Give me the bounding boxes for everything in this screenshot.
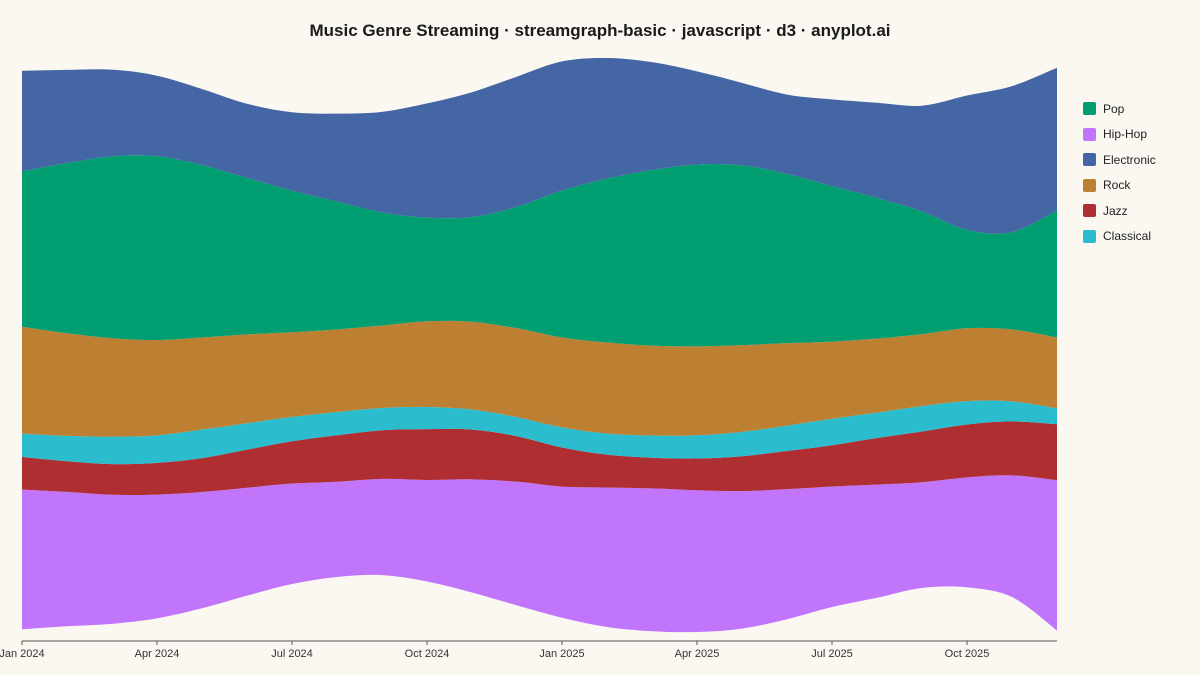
legend-label: Pop bbox=[1103, 101, 1125, 116]
legend-swatch bbox=[1083, 153, 1096, 167]
legend-label: Classical bbox=[1103, 229, 1152, 244]
stream-layer-classical bbox=[22, 400, 1057, 465]
legend-item-pop: Pop bbox=[1083, 96, 1156, 122]
stream-layer-electronic bbox=[22, 57, 1057, 234]
legend-swatch bbox=[1083, 127, 1096, 141]
x-tick-label: Apr 2025 bbox=[675, 648, 720, 660]
legend-item-hip-hop: Hip-Hop bbox=[1083, 122, 1156, 148]
legend-swatch bbox=[1083, 229, 1096, 243]
legend-swatch bbox=[1083, 102, 1096, 116]
x-tick-label: Jul 2025 bbox=[811, 648, 853, 660]
stream-layer-rock bbox=[22, 320, 1057, 437]
legend-label: Rock bbox=[1103, 178, 1131, 193]
legend: Pop Hip-Hop Electronic Rock Jazz Classical bbox=[1083, 96, 1156, 249]
x-axis: Jan 2024 Apr 2024 Jul 2024 Oct 2024 Jan 2025… bbox=[0, 640, 1057, 660]
x-tick-label: Oct 2025 bbox=[945, 648, 990, 660]
legend-item-electronic: Electronic bbox=[1083, 147, 1156, 173]
legend-swatch bbox=[1083, 204, 1096, 218]
stream-layer-pop bbox=[22, 155, 1057, 347]
legend-label: Electronic bbox=[1103, 152, 1156, 167]
legend-item-jazz: Jazz bbox=[1083, 198, 1156, 224]
stream-layer-jazz bbox=[22, 421, 1057, 496]
legend-swatch bbox=[1083, 178, 1096, 192]
legend-label: Jazz bbox=[1103, 203, 1128, 218]
x-tick-label: Jan 2025 bbox=[539, 648, 584, 660]
legend-item-classical: Classical bbox=[1083, 224, 1156, 250]
stream-layer-hip-hop bbox=[22, 475, 1057, 633]
x-tick-label: Jan 2024 bbox=[0, 648, 45, 660]
x-tick-label: Oct 2024 bbox=[405, 648, 450, 660]
x-tick-label: Apr 2024 bbox=[135, 648, 180, 660]
legend-item-rock: Rock bbox=[1083, 173, 1156, 199]
x-tick-label: Jul 2024 bbox=[271, 648, 313, 660]
stream-layers bbox=[22, 57, 1057, 633]
legend-label: Hip-Hop bbox=[1103, 127, 1148, 142]
chart-title: Music Genre Streaming · streamgraph-basi… bbox=[309, 21, 891, 40]
